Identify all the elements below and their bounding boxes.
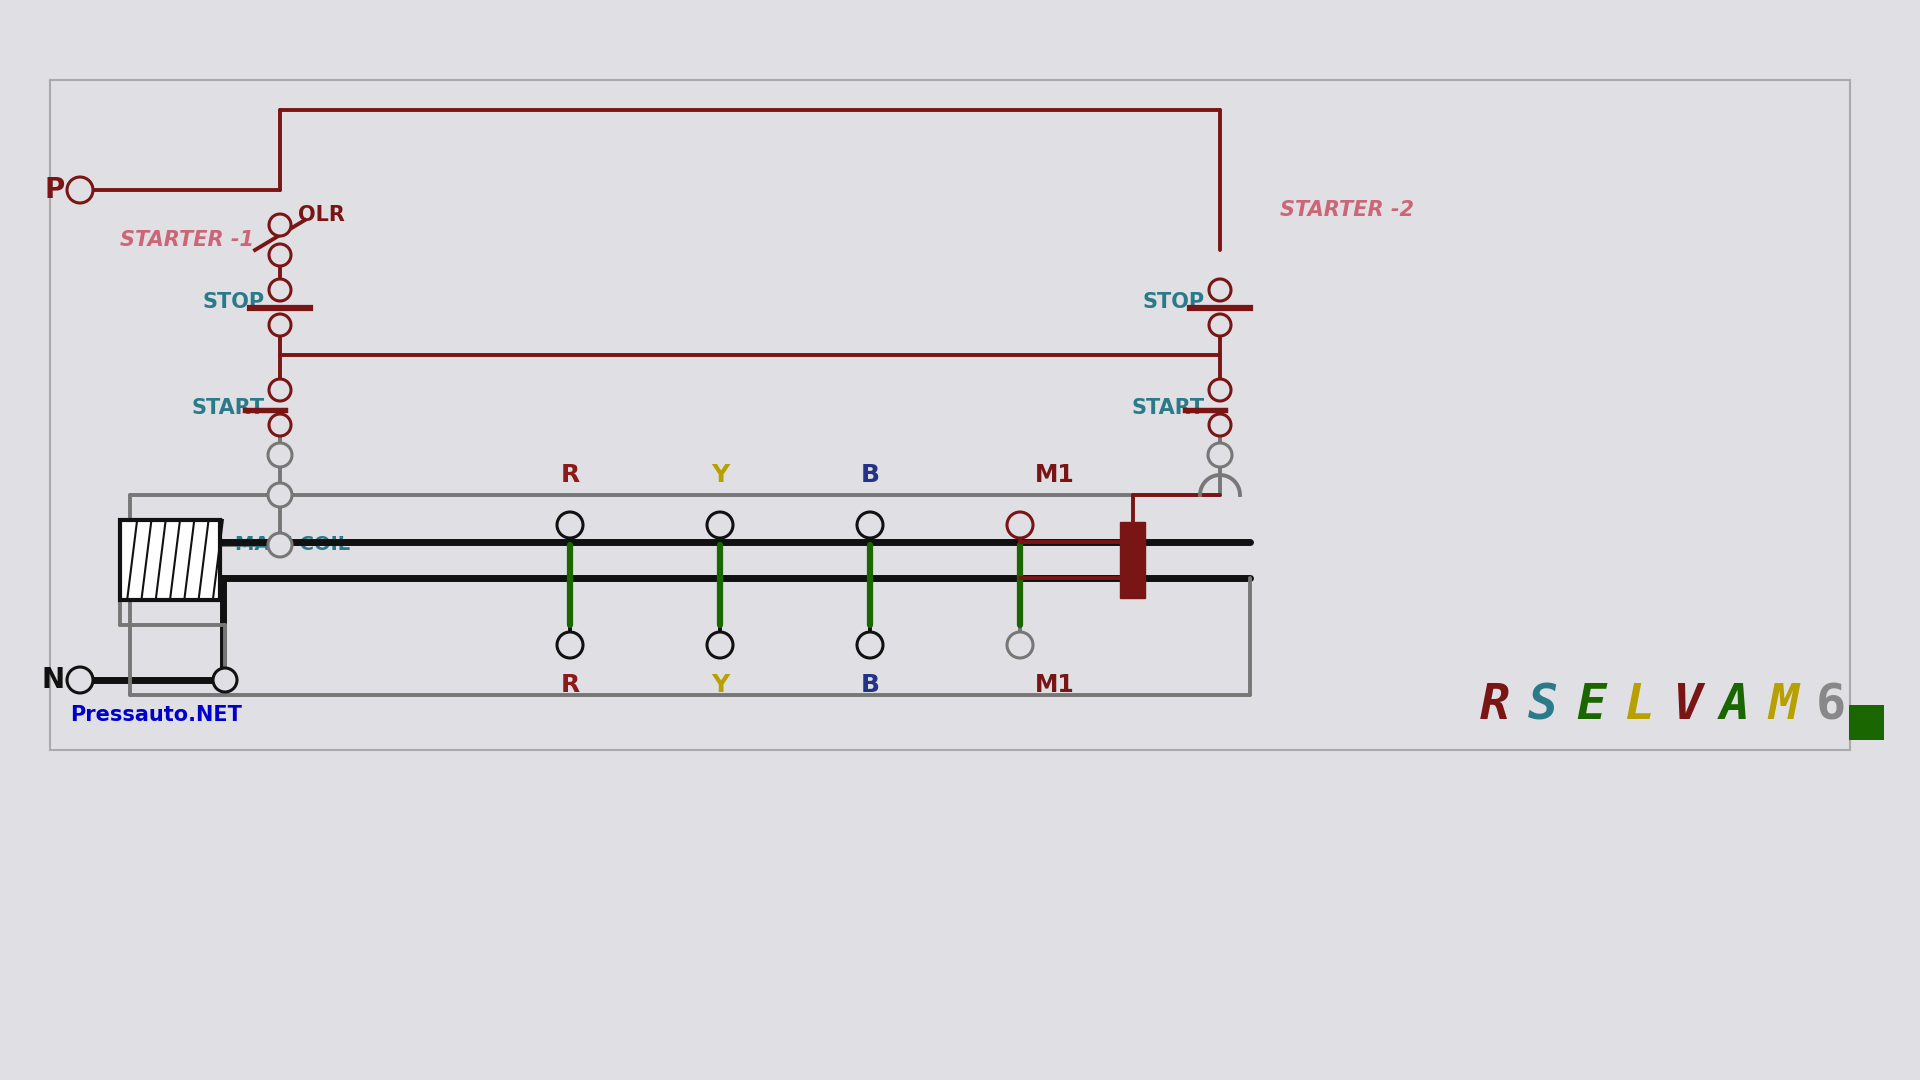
Circle shape <box>213 669 236 692</box>
Circle shape <box>269 314 292 336</box>
Circle shape <box>269 414 292 436</box>
Text: M1: M1 <box>1035 463 1075 487</box>
Text: P: P <box>44 176 65 204</box>
Text: E: E <box>1576 681 1607 729</box>
Circle shape <box>269 244 292 266</box>
Text: START: START <box>192 397 265 418</box>
Circle shape <box>269 534 292 557</box>
Text: L: L <box>1624 681 1655 729</box>
Text: M1: M1 <box>1035 673 1075 697</box>
Circle shape <box>557 512 584 538</box>
Circle shape <box>1210 414 1231 436</box>
Circle shape <box>707 512 733 538</box>
Circle shape <box>67 667 92 693</box>
Text: 6: 6 <box>1816 681 1847 729</box>
Text: R: R <box>1480 681 1511 729</box>
Circle shape <box>856 512 883 538</box>
Circle shape <box>557 632 584 658</box>
Circle shape <box>707 632 733 658</box>
Circle shape <box>1006 632 1033 658</box>
Text: STARTER -1: STARTER -1 <box>119 230 253 249</box>
Text: OLR: OLR <box>298 205 346 225</box>
Text: A: A <box>1720 681 1751 729</box>
Bar <box>1119 522 1144 598</box>
Circle shape <box>1208 443 1233 467</box>
Circle shape <box>269 379 292 401</box>
Circle shape <box>1210 379 1231 401</box>
Circle shape <box>269 279 292 301</box>
Bar <box>119 519 221 600</box>
Bar <box>50 80 1851 750</box>
Text: R: R <box>561 463 580 487</box>
Circle shape <box>1210 279 1231 301</box>
Circle shape <box>856 632 883 658</box>
Circle shape <box>269 483 292 507</box>
Circle shape <box>269 214 292 237</box>
Text: STARTER -2: STARTER -2 <box>1281 200 1413 220</box>
Circle shape <box>1210 314 1231 336</box>
Circle shape <box>269 443 292 467</box>
Text: MAIN COIL: MAIN COIL <box>234 536 349 554</box>
Text: START: START <box>1133 397 1206 418</box>
Circle shape <box>67 177 92 203</box>
Text: B: B <box>860 673 879 697</box>
Text: Y: Y <box>710 463 730 487</box>
Text: STOP: STOP <box>1142 293 1206 312</box>
Text: R: R <box>561 673 580 697</box>
Text: M: M <box>1768 681 1799 729</box>
Text: S: S <box>1528 681 1559 729</box>
Text: B: B <box>860 463 879 487</box>
Text: V: V <box>1672 681 1703 729</box>
Text: Pressauto.NET: Pressauto.NET <box>69 705 242 725</box>
Bar <box>1849 705 1884 740</box>
Circle shape <box>1006 512 1033 538</box>
Text: Y: Y <box>710 673 730 697</box>
Text: N: N <box>42 666 65 694</box>
Text: STOP: STOP <box>204 293 265 312</box>
